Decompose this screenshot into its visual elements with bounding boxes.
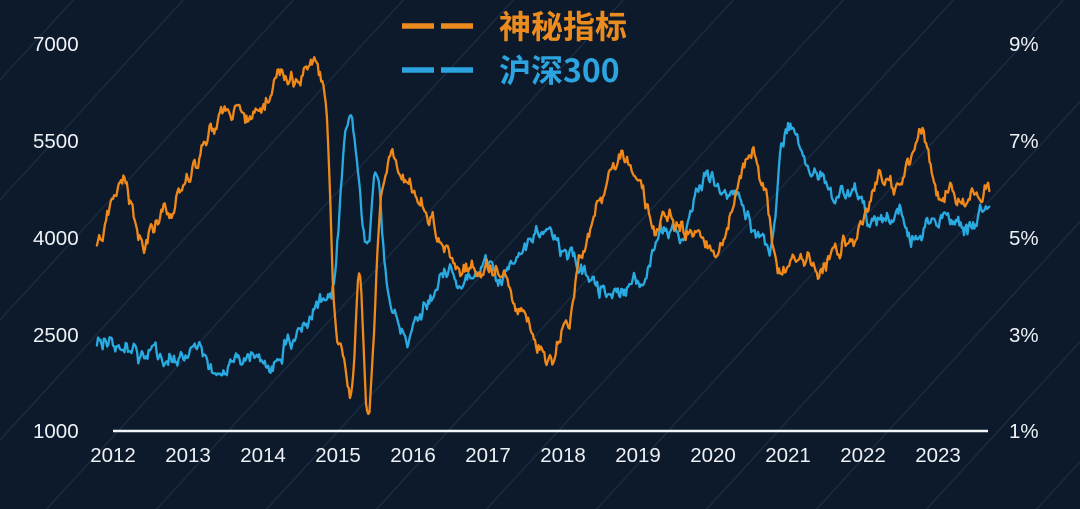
svg-text:2023: 2023 <box>915 444 961 467</box>
svg-text:2014: 2014 <box>240 444 286 467</box>
svg-text:2016: 2016 <box>390 444 436 467</box>
svg-text:2022: 2022 <box>840 444 886 467</box>
svg-text:2018: 2018 <box>540 444 586 467</box>
svg-text:2017: 2017 <box>465 444 511 467</box>
svg-text:5%: 5% <box>1009 227 1039 250</box>
svg-text:9%: 9% <box>1009 33 1039 56</box>
svg-text:2500: 2500 <box>33 324 79 347</box>
svg-text:3%: 3% <box>1009 324 1039 347</box>
svg-text:2021: 2021 <box>765 444 811 467</box>
svg-text:2019: 2019 <box>615 444 661 467</box>
svg-text:2015: 2015 <box>315 444 361 467</box>
svg-text:1%: 1% <box>1009 420 1039 443</box>
svg-text:7000: 7000 <box>33 33 79 56</box>
svg-text:2020: 2020 <box>690 444 736 467</box>
svg-text:2013: 2013 <box>165 444 211 467</box>
svg-text:7%: 7% <box>1009 130 1039 153</box>
svg-text:5500: 5500 <box>33 130 79 153</box>
svg-text:神秘指标: 神秘指标 <box>499 2 627 48</box>
svg-text:4000: 4000 <box>33 227 79 250</box>
svg-text:1000: 1000 <box>33 420 79 443</box>
svg-text:2012: 2012 <box>90 444 136 467</box>
svg-text:沪深300: 沪深300 <box>499 46 620 92</box>
